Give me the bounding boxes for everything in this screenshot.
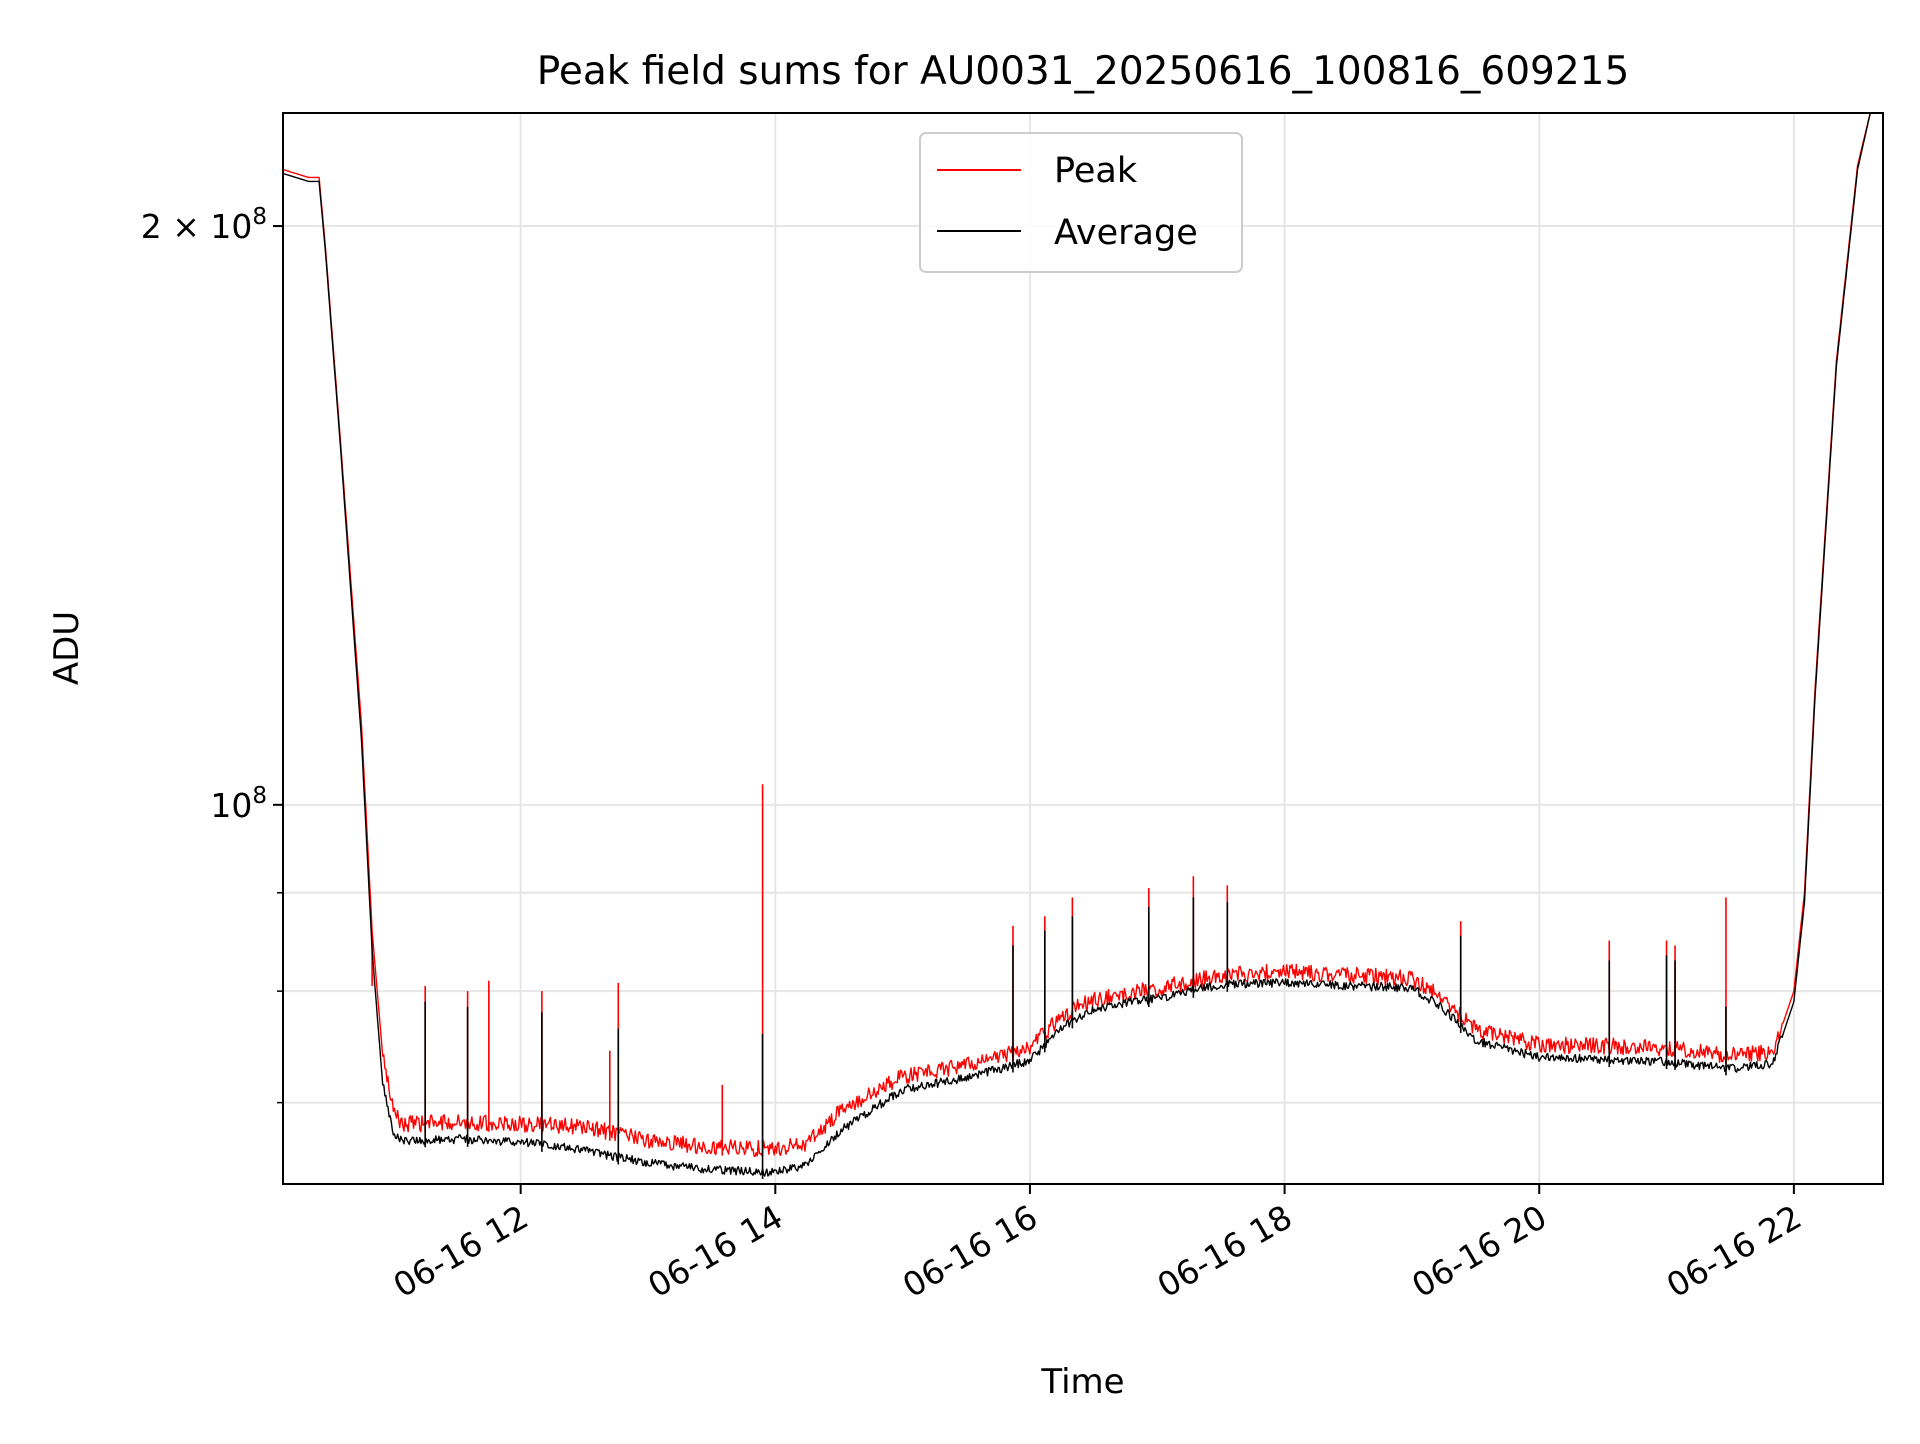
- x-axis-label: Time: [1040, 1362, 1124, 1402]
- series-average: [282, 112, 1871, 1180]
- plot-frame: [282, 112, 1884, 1185]
- y-axis-label: ADU: [47, 611, 87, 685]
- legend-peak-label: Peak: [1054, 151, 1138, 191]
- legend-box: [919, 132, 1243, 273]
- series-group: [282, 112, 1871, 1180]
- y-tick-label-exponent: 8: [252, 783, 267, 809]
- y-tick-label: 2 × 108: [141, 204, 267, 246]
- y-tick-label: 108: [210, 783, 267, 825]
- y-tick-label-exponent: 8: [252, 204, 267, 230]
- legend: Peak Average: [919, 132, 1243, 273]
- chart-title: Peak field sums for AU0031_20250616_1008…: [537, 49, 1630, 94]
- series-line-average: [282, 112, 1871, 1177]
- grid: [283, 113, 1883, 1184]
- series-line-peak: [282, 112, 1871, 1158]
- y-tick-label-base: 10: [210, 786, 252, 825]
- y-tick-label-base: 2 × 10: [141, 207, 253, 246]
- legend-average-label: Average: [1054, 213, 1198, 253]
